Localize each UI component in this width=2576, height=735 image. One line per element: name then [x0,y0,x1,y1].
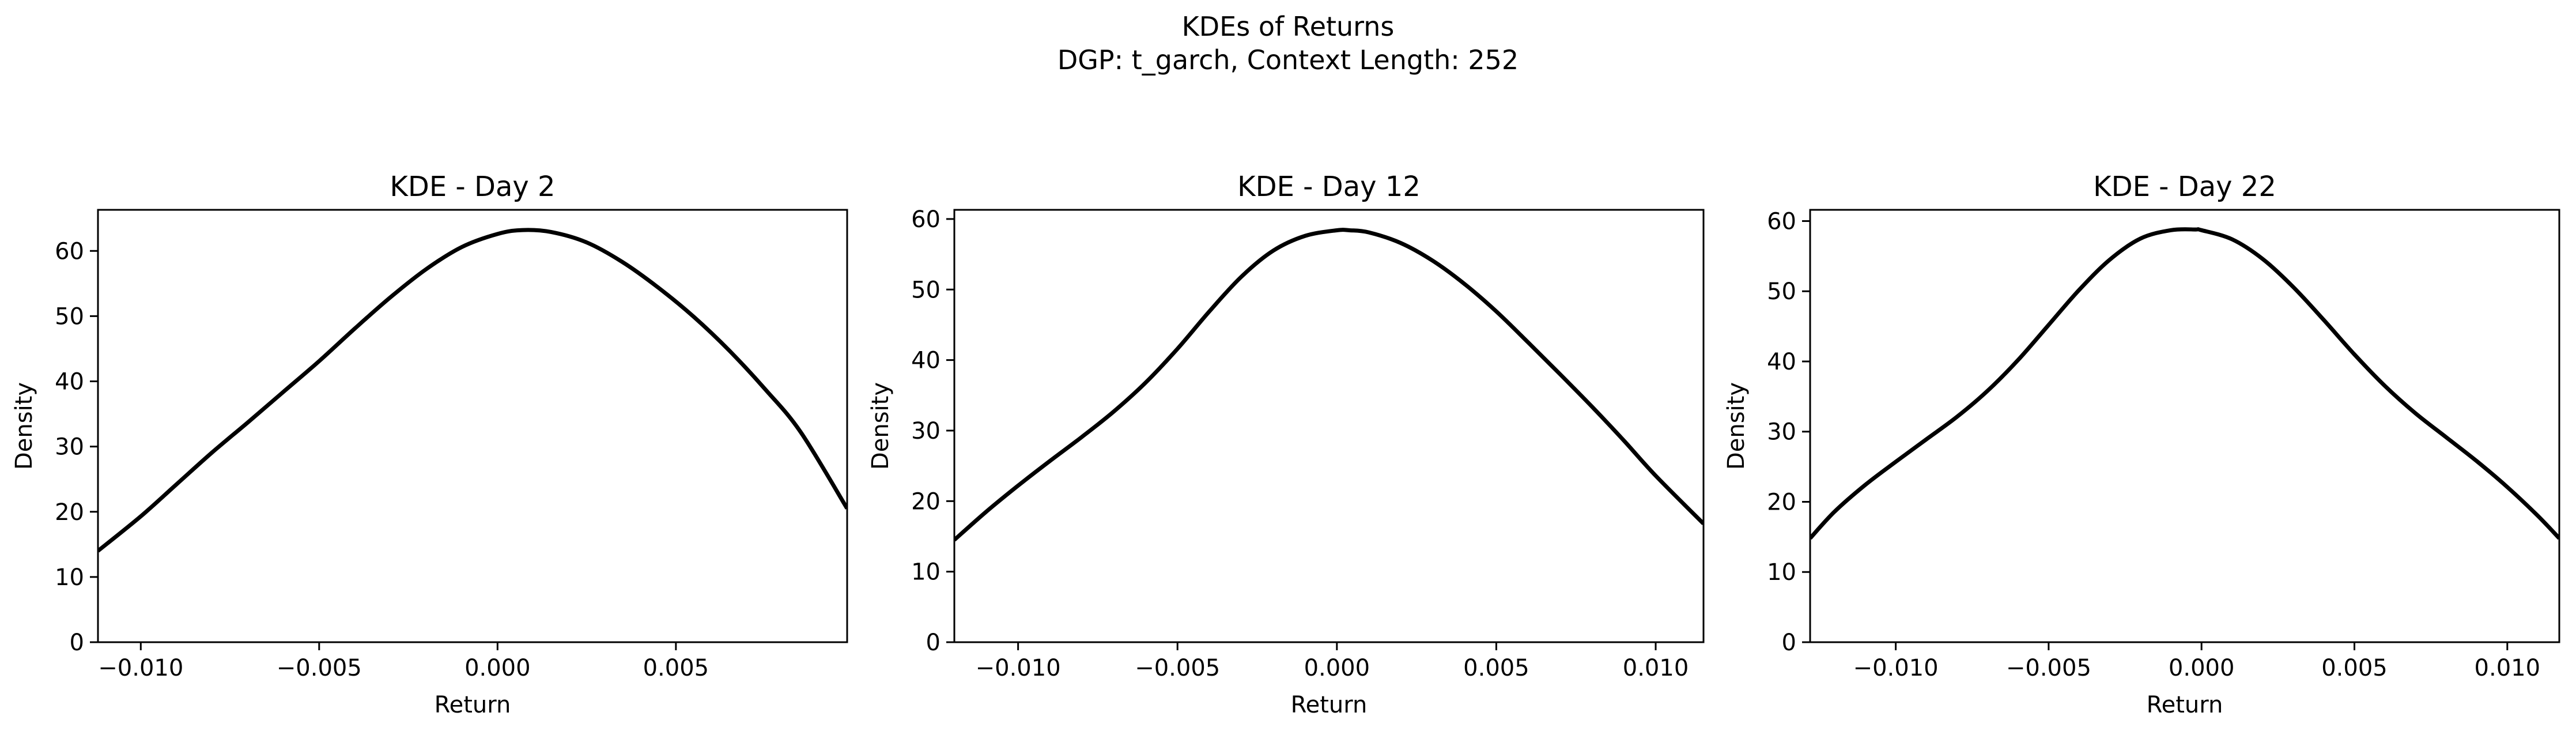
y-tick-label: 50 [1767,278,1796,305]
y-axis-label: Density [1723,382,1750,470]
x-axis-label: Return [1291,692,1368,718]
kde-line-series [98,228,847,553]
panel-title: KDE - Day 22 [2093,171,2276,203]
panel-title: KDE - Day 12 [1237,171,1421,203]
y-tick-label: 50 [911,277,940,303]
x-tick-label: 0.000 [2169,655,2235,681]
y-tick-label: 50 [55,303,84,330]
x-tick-label: 0.005 [1463,655,1529,681]
y-axis-label: Density [11,382,37,470]
x-axis-label: Return [2147,692,2223,718]
x-tick-label: −0.010 [98,655,183,681]
axes-frame [97,209,848,643]
chart-panels: −0.010 −0.005 0.000 0.005 0 10 20 30 40 50 60 KDE -… [11,171,2560,718]
kde-panel-1: −0.010 −0.005 0.000 0.005 0 10 20 30 40 50 60 KDE -… [11,171,848,718]
figure-title: KDEs of Returns [1182,11,1395,42]
x-tick-label: 0.010 [1623,655,1689,681]
y-tick-label: 20 [55,499,84,526]
x-tick-label: 0.005 [2321,655,2388,681]
y-tick-label: 40 [55,369,84,395]
y-tick-label: 20 [1767,489,1796,515]
y-tick-label: 10 [1767,559,1796,586]
y-tick-label: 60 [911,206,940,233]
kde-line-series [954,228,1704,542]
y-tick-label: 60 [55,238,84,265]
x-tick-label: −0.010 [976,655,1061,681]
figure-subtitle: DGP: t_garch, Context Length: 252 [1057,44,1519,76]
y-tick-label: 0 [926,630,940,656]
x-axis-label: Return [435,692,511,718]
y-tick-label: 10 [911,559,940,586]
y-tick-label: 30 [1767,419,1796,446]
y-tick-label: 40 [1767,349,1796,375]
x-tick-label: −0.010 [1853,655,1939,681]
kde-line-series [1810,227,2559,540]
x-tick-label: 0.000 [464,655,531,681]
y-tick-label: 30 [911,418,940,444]
axes-frame [1809,209,2560,643]
y-tick-label: 30 [55,434,84,461]
panel-title: KDE - Day 2 [390,171,555,203]
axes-frame [953,209,1705,643]
y-tick-label: 60 [1767,208,1796,235]
kde-panel-2: −0.010 −0.005 0.000 0.005 0.010 0 10 20 30 40 50 60… [867,171,1705,718]
x-tick-label: 0.010 [2475,655,2541,681]
kde-panel-3: −0.010 −0.005 0.000 0.005 0.010 0 10 20 30 40 50 60… [1723,171,2560,718]
y-tick-label: 20 [911,488,940,515]
x-tick-label: −0.005 [1135,655,1220,681]
y-tick-label: 0 [70,630,84,656]
y-axis-label: Density [867,382,894,470]
y-tick-label: 0 [1782,630,1796,656]
y-tick-label: 40 [911,348,940,374]
x-tick-label: 0.000 [1304,655,1370,681]
y-tick-label: 10 [55,564,84,591]
x-tick-label: 0.005 [643,655,709,681]
x-tick-label: −0.005 [2006,655,2091,681]
x-tick-label: −0.005 [277,655,362,681]
